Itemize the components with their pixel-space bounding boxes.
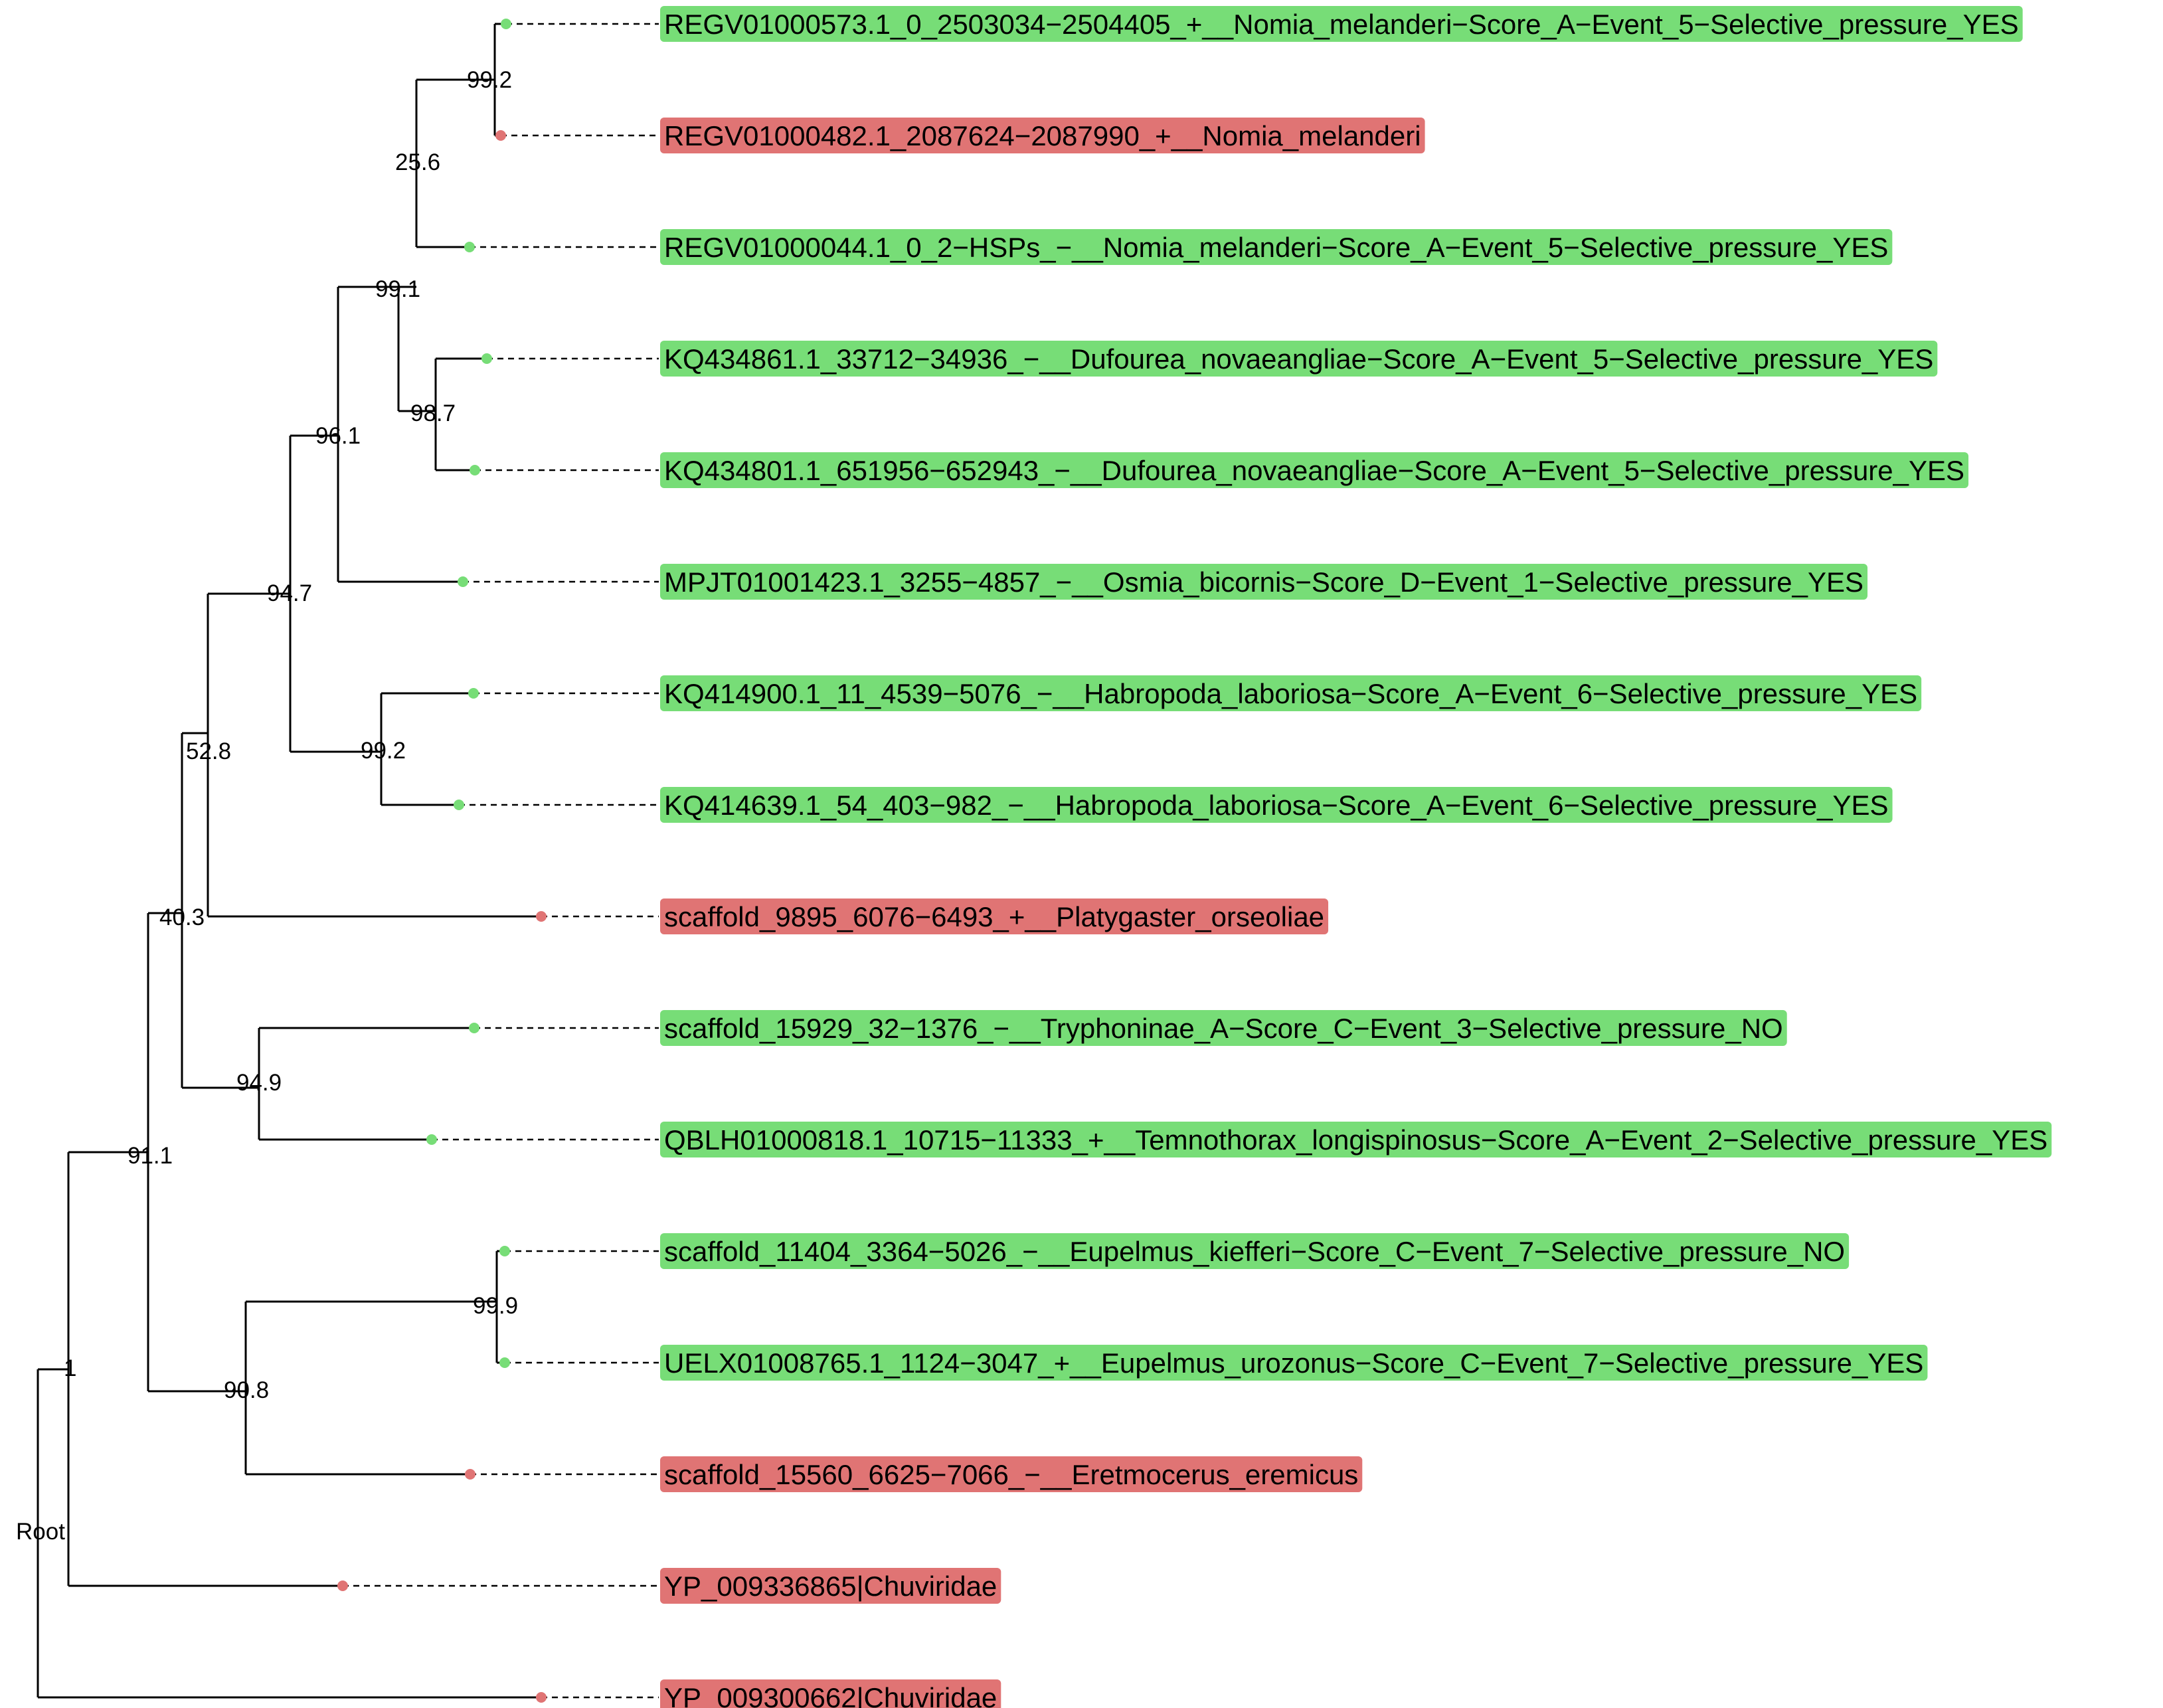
- tip-label: YP_009300662|Chuviridae: [660, 1679, 1001, 1708]
- tip-dots: [337, 19, 547, 1703]
- tip-label-text: scaffold_9895_6076−6493_+__Platygaster_o…: [664, 901, 1324, 932]
- tip-label-text: scaffold_15560_6625−7066_−__Eretmocerus_…: [664, 1459, 1358, 1490]
- tip-label-box: [660, 787, 1893, 823]
- bootstrap-label: 98.7: [410, 400, 456, 426]
- tip-label: KQ414639.1_54_403−982_−__Habropoda_labor…: [660, 787, 1893, 823]
- bootstrap-label: 90.8: [224, 1377, 269, 1403]
- tip-label-text: YP_009336865|Chuviridae: [664, 1571, 997, 1602]
- tip-label-box: [660, 118, 1425, 153]
- tip-label-text: REGV01000573.1_0_2503034−2504405_+__Nomi…: [664, 9, 2019, 40]
- tip-label: MPJT01001423.1_3255−4857_−__Osmia_bicorn…: [660, 564, 1868, 600]
- tree-branches: [37, 23, 541, 1699]
- tip-label-box: [660, 1122, 2052, 1157]
- tip-label-box: [660, 564, 1868, 600]
- tip-label: KQ414900.1_11_4539−5076_−__Habropoda_lab…: [660, 675, 1922, 711]
- tip-label-box: [660, 1010, 1787, 1046]
- tip-label-box: [660, 1345, 1928, 1381]
- bootstrap-label: 94.9: [236, 1070, 282, 1096]
- bootstrap-label: 99.2: [361, 738, 406, 764]
- tip-dot: [469, 1023, 479, 1033]
- tip-label-box: [660, 1233, 1850, 1269]
- tip-dot: [458, 576, 468, 587]
- bootstrap-label: 94.7: [267, 580, 312, 606]
- tip-dot: [501, 19, 511, 29]
- bootstrap-label: 52.8: [186, 738, 231, 764]
- tip-connectors: [343, 23, 659, 1699]
- tip-label-text: QBLH01000818.1_10715−11333_+__Temnothora…: [664, 1124, 2047, 1155]
- tip-label-box: [660, 341, 1938, 377]
- tip-dot: [470, 465, 480, 475]
- tip-dot: [465, 1469, 476, 1480]
- tip-dot: [481, 353, 492, 364]
- tip-dot: [468, 688, 479, 699]
- tip-dot: [464, 242, 475, 252]
- tip-dot: [337, 1580, 348, 1591]
- bootstrap-label: 96.1: [315, 423, 361, 449]
- tip-label-text: MPJT01001423.1_3255−4857_−__Osmia_bicorn…: [664, 566, 1863, 598]
- tip-label-text: KQ434861.1_33712−34936_−__Dufourea_novae…: [664, 343, 1933, 375]
- tip-label-box: [660, 1679, 1001, 1708]
- tip-label-box: [660, 898, 1329, 934]
- tip-label: REGV01000573.1_0_2503034−2504405_+__Nomi…: [660, 6, 2023, 42]
- tip-label: REGV01000044.1_0_2−HSPs_−__Nomia_melande…: [660, 229, 1893, 265]
- tip-label-box: [660, 452, 1969, 488]
- tip-dot: [536, 911, 547, 922]
- bootstrap-label: 40.3: [159, 904, 205, 930]
- tip-label: REGV01000482.1_2087624−2087990_+__Nomia_…: [660, 118, 1425, 153]
- tip-label-text: REGV01000044.1_0_2−HSPs_−__Nomia_melande…: [664, 232, 1888, 263]
- tip-label: scaffold_11404_3364−5026_−__Eupelmus_kie…: [660, 1233, 1850, 1269]
- tip-label: KQ434801.1_651956−652943_−__Dufourea_nov…: [660, 452, 1969, 488]
- tip-label-text: scaffold_15929_32−1376_−__Tryphoninae_A−…: [664, 1013, 1783, 1044]
- tip-label: YP_009336865|Chuviridae: [660, 1568, 1001, 1604]
- bootstrap-label: 25.6: [395, 149, 440, 175]
- tip-label: scaffold_15560_6625−7066_−__Eretmocerus_…: [660, 1456, 1363, 1492]
- tip-label: scaffold_15929_32−1376_−__Tryphoninae_A−…: [660, 1010, 1787, 1046]
- tip-dot: [454, 800, 464, 810]
- tip-label: KQ434861.1_33712−34936_−__Dufourea_novae…: [660, 341, 1938, 377]
- tip-label: QBLH01000818.1_10715−11333_+__Temnothora…: [660, 1122, 2052, 1157]
- tip-label-text: KQ414639.1_54_403−982_−__Habropoda_labor…: [664, 790, 1889, 821]
- tip-label-text: KQ414900.1_11_4539−5076_−__Habropoda_lab…: [664, 678, 1917, 709]
- tip-label: scaffold_9895_6076−6493_+__Platygaster_o…: [660, 898, 1329, 934]
- root-label: Root: [16, 1519, 65, 1545]
- tip-label-box: [660, 229, 1893, 265]
- tip-label-text: UELX01008765.1_1124−3047_+__Eupelmus_uro…: [664, 1347, 1923, 1379]
- tip-dot: [499, 1357, 510, 1368]
- tip-label-text: YP_009300662|Chuviridae: [664, 1682, 997, 1708]
- bootstrap-labels: 1 91.1 40.3 52.8 94.7 96.1 99.1 25.6 99.2 98.7 99.…: [64, 67, 518, 1403]
- tip-dot: [499, 1246, 510, 1256]
- tip-label: UELX01008765.1_1124−3047_+__Eupelmus_uro…: [660, 1345, 1928, 1381]
- tip-label-text: KQ434801.1_651956−652943_−__Dufourea_nov…: [664, 455, 1964, 486]
- tip-label-text: scaffold_11404_3364−5026_−__Eupelmus_kie…: [664, 1236, 1845, 1267]
- bootstrap-label: 99.2: [467, 67, 512, 93]
- bootstrap-label: 91.1: [128, 1143, 173, 1169]
- tip-label-text: REGV01000482.1_2087624−2087990_+__Nomia_…: [664, 120, 1421, 151]
- bootstrap-label: 1: [64, 1355, 76, 1381]
- tip-label-box: [660, 6, 2023, 42]
- tip-label-box: [660, 1568, 1001, 1604]
- bootstrap-label: 99.9: [473, 1293, 518, 1319]
- tip-dot: [536, 1692, 547, 1703]
- tip-dot: [426, 1134, 437, 1145]
- bootstrap-label: 99.1: [375, 276, 420, 302]
- tip-dot: [495, 130, 506, 141]
- tip-label-box: [660, 675, 1922, 711]
- tip-label-boxes: REGV01000573.1_0_2503034−2504405_+__Nomi…: [660, 6, 2052, 1708]
- tip-label-box: [660, 1456, 1363, 1492]
